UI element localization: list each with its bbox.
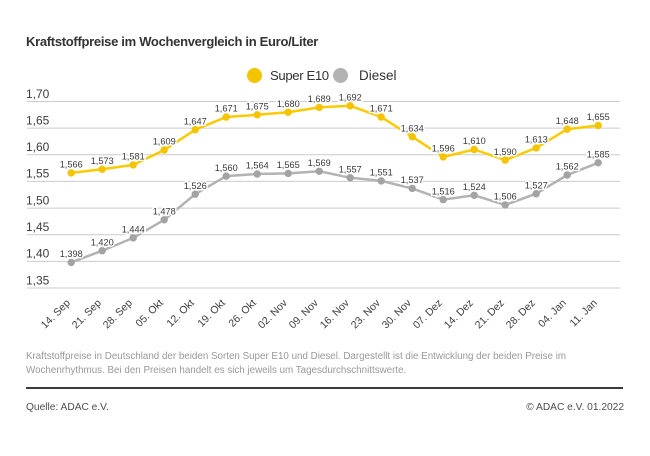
svg-text:1,613: 1,613 [525, 135, 548, 145]
svg-text:14. Dez: 14. Dez [442, 297, 476, 331]
svg-text:1,60: 1,60 [26, 140, 50, 154]
svg-text:05. Okt: 05. Okt [133, 297, 165, 329]
svg-text:1,692: 1,692 [339, 93, 362, 103]
svg-text:1,675: 1,675 [246, 102, 269, 112]
svg-text:21. Sep: 21. Sep [70, 297, 104, 331]
svg-text:23. Nov: 23. Nov [349, 297, 384, 332]
svg-text:1,564: 1,564 [246, 161, 269, 171]
svg-text:1,526: 1,526 [184, 181, 207, 191]
svg-text:26. Okt: 26. Okt [226, 297, 258, 329]
svg-text:1,55: 1,55 [26, 167, 50, 181]
svg-text:1,560: 1,560 [215, 163, 238, 173]
svg-text:1,444: 1,444 [122, 225, 145, 235]
svg-text:1,35: 1,35 [26, 273, 50, 287]
svg-text:1,506: 1,506 [494, 192, 517, 202]
svg-text:1,680: 1,680 [277, 99, 300, 109]
svg-text:1,527: 1,527 [525, 180, 548, 190]
svg-text:1,569: 1,569 [308, 158, 331, 168]
svg-text:1,671: 1,671 [370, 104, 393, 114]
svg-text:1,40: 1,40 [26, 247, 50, 261]
svg-text:1,516: 1,516 [432, 186, 455, 196]
svg-text:1,70: 1,70 [26, 87, 50, 101]
svg-text:07. Dez: 07. Dez [411, 297, 445, 331]
svg-text:1,596: 1,596 [432, 144, 455, 154]
svg-text:14. Sep: 14. Sep [39, 297, 73, 331]
svg-text:11. Jan: 11. Jan [568, 297, 600, 329]
svg-text:21. Dez: 21. Dez [473, 297, 507, 331]
svg-text:1,478: 1,478 [153, 207, 176, 217]
svg-text:1,689: 1,689 [308, 94, 331, 104]
svg-text:28. Dez: 28. Dez [504, 297, 538, 331]
svg-text:1,648: 1,648 [556, 116, 579, 126]
svg-text:28. Sep: 28. Sep [101, 297, 135, 331]
svg-text:19. Okt: 19. Okt [195, 297, 227, 329]
svg-text:1,398: 1,398 [60, 249, 83, 259]
svg-text:1,557: 1,557 [339, 164, 362, 174]
svg-text:1,647: 1,647 [184, 116, 207, 126]
svg-text:09. Nov: 09. Nov [287, 297, 322, 332]
svg-text:1,50: 1,50 [26, 193, 50, 207]
svg-text:1,566: 1,566 [60, 160, 83, 170]
svg-text:1,565: 1,565 [277, 160, 300, 170]
svg-text:1,420: 1,420 [91, 237, 114, 247]
svg-text:1,537: 1,537 [401, 175, 424, 185]
svg-text:1,634: 1,634 [401, 123, 424, 133]
svg-text:1,609: 1,609 [153, 137, 176, 147]
svg-text:1,551: 1,551 [370, 168, 393, 178]
svg-text:1,581: 1,581 [122, 152, 145, 162]
svg-text:1,590: 1,590 [494, 147, 517, 157]
svg-text:1,610: 1,610 [463, 136, 486, 146]
svg-text:16. Nov: 16. Nov [318, 297, 353, 332]
svg-text:02. Nov: 02. Nov [256, 297, 291, 332]
svg-text:1,585: 1,585 [587, 150, 610, 160]
svg-text:1,524: 1,524 [463, 182, 486, 192]
svg-text:1,573: 1,573 [91, 156, 114, 166]
svg-text:1,45: 1,45 [26, 220, 50, 234]
svg-text:1,65: 1,65 [26, 113, 50, 127]
svg-text:04. Jan: 04. Jan [536, 297, 569, 330]
svg-text:30. Nov: 30. Nov [380, 297, 415, 332]
svg-text:12. Okt: 12. Okt [164, 297, 196, 329]
svg-text:1,655: 1,655 [587, 112, 610, 122]
svg-text:1,562: 1,562 [556, 162, 579, 172]
svg-text:1,671: 1,671 [215, 104, 238, 114]
